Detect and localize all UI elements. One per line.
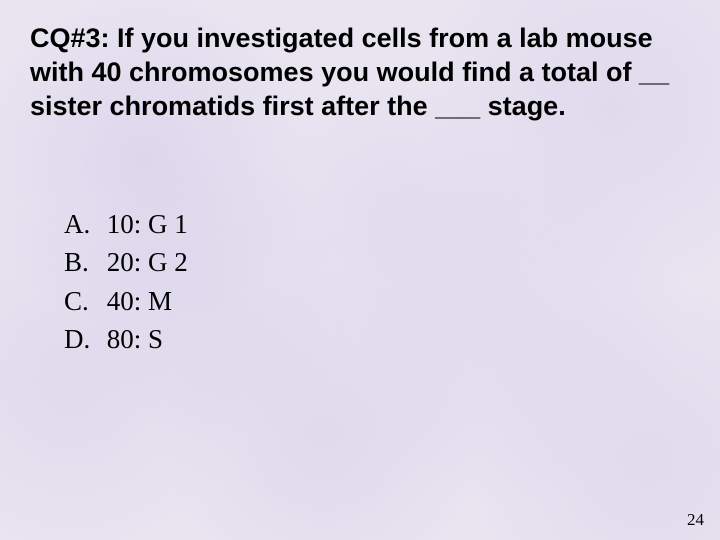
option-text: 10: G 1 — [107, 209, 188, 239]
option-letter: A. — [64, 205, 100, 243]
option-letter: D. — [64, 320, 100, 358]
option-text: 20: G 2 — [107, 247, 188, 277]
option-letter: C. — [64, 282, 100, 320]
option-d: D. 80: S — [64, 320, 188, 358]
option-letter: B. — [64, 243, 100, 281]
option-c: C. 40: M — [64, 282, 188, 320]
option-b: B. 20: G 2 — [64, 243, 188, 281]
page-number: 24 — [687, 510, 704, 530]
option-text: 40: M — [107, 286, 172, 316]
option-a: A. 10: G 1 — [64, 205, 188, 243]
question-text: CQ#3: If you investigated cells from a l… — [30, 22, 690, 123]
options-list: A. 10: G 1 B. 20: G 2 C. 40: M D. 80: S — [64, 205, 188, 358]
option-text: 80: S — [107, 324, 163, 354]
